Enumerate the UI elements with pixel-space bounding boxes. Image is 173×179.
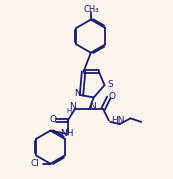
Text: S: S	[107, 80, 113, 89]
Text: CH₃: CH₃	[83, 5, 99, 14]
Text: N: N	[69, 102, 75, 112]
Text: NH: NH	[60, 129, 74, 138]
Text: H: H	[67, 108, 72, 114]
Text: Cl: Cl	[30, 159, 39, 168]
Text: O: O	[109, 92, 116, 101]
Text: O: O	[49, 115, 56, 124]
Text: N: N	[74, 89, 80, 98]
Text: HN: HN	[111, 116, 125, 125]
Text: N: N	[89, 102, 96, 112]
